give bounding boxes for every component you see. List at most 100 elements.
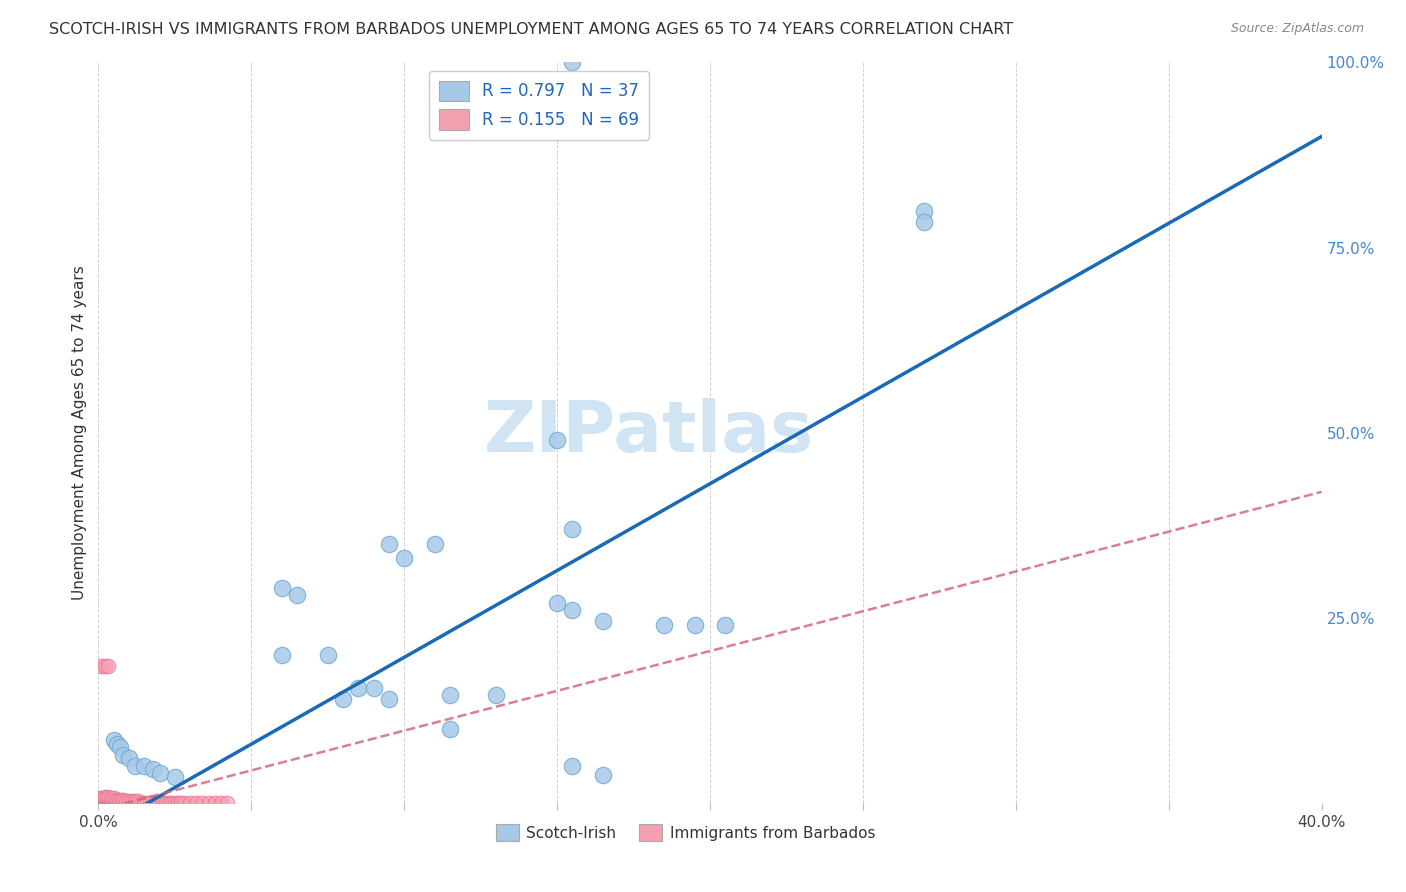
Point bbox=[179, 796, 201, 810]
Point bbox=[127, 796, 149, 810]
Point bbox=[100, 794, 122, 808]
Point bbox=[93, 794, 115, 808]
Point bbox=[103, 796, 125, 810]
Point bbox=[108, 740, 131, 755]
Point bbox=[363, 681, 385, 695]
Point bbox=[93, 791, 115, 805]
Point bbox=[561, 55, 583, 70]
Point bbox=[118, 796, 141, 810]
Point bbox=[332, 692, 354, 706]
Text: Source: ZipAtlas.com: Source: ZipAtlas.com bbox=[1230, 22, 1364, 36]
Point bbox=[347, 681, 370, 695]
Point bbox=[87, 793, 110, 807]
Point bbox=[378, 692, 401, 706]
Point bbox=[136, 796, 159, 810]
Point bbox=[105, 796, 128, 810]
Point bbox=[186, 796, 208, 810]
Point bbox=[129, 796, 152, 810]
Point bbox=[167, 796, 190, 810]
Point bbox=[142, 796, 165, 810]
Point bbox=[561, 758, 583, 772]
Point bbox=[87, 794, 110, 808]
Point bbox=[209, 796, 232, 810]
Point bbox=[100, 791, 122, 805]
Point bbox=[439, 722, 461, 736]
Point bbox=[87, 796, 110, 810]
Point bbox=[145, 796, 167, 810]
Point bbox=[546, 433, 568, 447]
Point bbox=[115, 796, 138, 810]
Point bbox=[142, 763, 165, 777]
Point bbox=[683, 618, 706, 632]
Point bbox=[163, 770, 186, 784]
Point bbox=[124, 796, 146, 810]
Point bbox=[90, 793, 112, 807]
Point bbox=[124, 758, 146, 772]
Point bbox=[270, 648, 292, 662]
Point bbox=[270, 581, 292, 595]
Point bbox=[121, 796, 143, 810]
Point bbox=[108, 793, 131, 807]
Point bbox=[215, 796, 238, 810]
Point bbox=[714, 618, 737, 632]
Point bbox=[103, 732, 125, 747]
Point bbox=[97, 793, 120, 807]
Point bbox=[157, 796, 180, 810]
Point bbox=[197, 796, 219, 810]
Point bbox=[87, 791, 110, 805]
Point bbox=[93, 793, 115, 807]
Point bbox=[163, 796, 186, 810]
Point bbox=[90, 658, 112, 673]
Point bbox=[149, 766, 172, 780]
Y-axis label: Unemployment Among Ages 65 to 74 years: Unemployment Among Ages 65 to 74 years bbox=[72, 265, 87, 600]
Text: SCOTCH-IRISH VS IMMIGRANTS FROM BARBADOS UNEMPLOYMENT AMONG AGES 65 TO 74 YEARS : SCOTCH-IRISH VS IMMIGRANTS FROM BARBADOS… bbox=[49, 22, 1014, 37]
Point bbox=[561, 522, 583, 536]
Point bbox=[97, 658, 120, 673]
Point bbox=[561, 603, 583, 617]
Point bbox=[118, 751, 141, 765]
Point bbox=[423, 536, 446, 550]
Point bbox=[191, 796, 214, 810]
Point bbox=[97, 791, 120, 805]
Point bbox=[111, 793, 134, 807]
Point bbox=[105, 794, 128, 808]
Legend: Scotch-Irish, Immigrants from Barbados: Scotch-Irish, Immigrants from Barbados bbox=[489, 818, 882, 847]
Point bbox=[103, 791, 125, 805]
Point bbox=[485, 689, 508, 703]
Point bbox=[160, 796, 183, 810]
Point bbox=[115, 794, 138, 808]
Point bbox=[127, 794, 149, 808]
Point bbox=[139, 796, 162, 810]
Point bbox=[652, 618, 675, 632]
Point bbox=[90, 794, 112, 808]
Point bbox=[111, 794, 134, 808]
Point bbox=[316, 648, 339, 662]
Point bbox=[111, 747, 134, 762]
Point bbox=[105, 793, 128, 807]
Point bbox=[152, 796, 174, 810]
Point bbox=[121, 794, 143, 808]
Point bbox=[118, 794, 141, 808]
Point bbox=[103, 793, 125, 807]
Point bbox=[285, 589, 308, 603]
Point bbox=[149, 796, 172, 810]
Point bbox=[93, 658, 115, 673]
Point bbox=[204, 796, 226, 810]
Point bbox=[108, 794, 131, 808]
Point bbox=[912, 214, 935, 228]
Point bbox=[392, 551, 416, 566]
Point bbox=[134, 758, 156, 772]
Point bbox=[108, 796, 131, 810]
Point bbox=[97, 789, 120, 804]
Point bbox=[100, 793, 122, 807]
Point bbox=[124, 794, 146, 808]
Text: ZIPatlas: ZIPatlas bbox=[484, 398, 814, 467]
Point bbox=[97, 796, 120, 810]
Point bbox=[90, 791, 112, 805]
Point bbox=[173, 796, 195, 810]
Point bbox=[592, 615, 614, 629]
Point bbox=[90, 796, 112, 810]
Point bbox=[592, 767, 614, 781]
Point bbox=[103, 794, 125, 808]
Point bbox=[439, 689, 461, 703]
